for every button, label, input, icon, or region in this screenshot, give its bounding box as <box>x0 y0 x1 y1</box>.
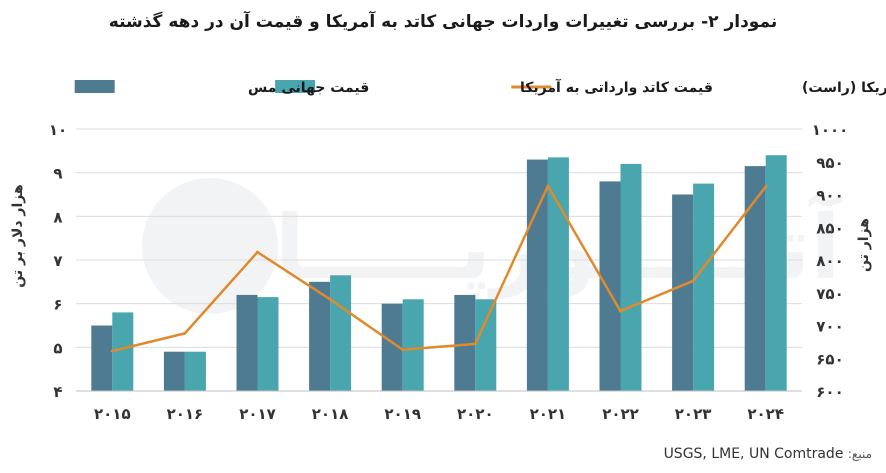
bar-1 <box>91 325 113 391</box>
y-right-tick-label: ۹۵۰ <box>816 154 843 172</box>
y-right-tick-label: ۶۵۰ <box>816 350 843 368</box>
x-tick-label: ۲۰۱۹ <box>384 405 421 423</box>
bar-1 <box>236 294 258 391</box>
watermark: آتــــــورپـــــادا <box>142 178 842 314</box>
bar-2 <box>547 157 569 391</box>
bar-2 <box>257 297 279 391</box>
bar-2 <box>475 299 497 391</box>
source-note: منبع: USGS, LME, UN Comtrade <box>664 446 872 462</box>
bar-2 <box>330 275 352 391</box>
y-right-tick-label: ۸۵۰ <box>816 219 843 237</box>
y-left-tick-label: ۶ <box>53 296 62 314</box>
import-volume-point <box>546 184 550 188</box>
y-left-axis-title: هزار دلار بر تن <box>10 184 26 287</box>
y-left-tick-label: ۵ <box>53 339 62 357</box>
chart-title: نمودار ۲- بررسی تغییرات واردات جهانی کات… <box>108 12 778 32</box>
legend-label-3: قیمت جهانی مس <box>248 80 369 96</box>
y-left-tick-label: ۷ <box>53 252 62 270</box>
legend: حجم واردات کاتد به آمریکا (راست) قیمت کات… <box>74 78 886 96</box>
bar-2 <box>402 299 424 391</box>
x-tick-label: ۲۰۱۸ <box>312 405 349 423</box>
y-left-tick-label: ۴ <box>53 383 62 401</box>
y-right-axis-title: هزار تن <box>856 218 872 272</box>
x-tick-label: ۲۰۲۲ <box>602 405 639 423</box>
bar-1 <box>599 181 621 391</box>
bar-1 <box>381 303 403 391</box>
x-tick-label: ۲۰۱۷ <box>239 405 276 423</box>
bar-1 <box>163 351 185 391</box>
import-volume-point <box>110 349 114 353</box>
bar-2 <box>112 312 134 391</box>
import-volume-line <box>112 184 767 353</box>
y-right-tick-label: ۷۰۰ <box>816 318 843 336</box>
import-volume-point <box>691 279 695 283</box>
y-right-tick-label: ۸۰۰ <box>816 252 843 270</box>
y-right-tick-label: ۶۰۰ <box>816 383 843 401</box>
legend-label-1: حجم واردات کاتد به آمریکا (راست) <box>802 78 886 96</box>
bar-2 <box>620 163 642 391</box>
import-volume-point <box>619 309 622 313</box>
import-volume-point <box>401 348 405 352</box>
x-tick-label: ۲۰۱۵ <box>94 405 131 423</box>
import-volume-point <box>256 250 259 254</box>
bar-1 <box>672 194 694 391</box>
legend-swatch-3 <box>74 80 115 93</box>
bar-1 <box>744 166 766 391</box>
y-right-tick-label: ۹۰۰ <box>816 187 843 205</box>
bar-2 <box>693 183 715 391</box>
bars <box>91 155 787 391</box>
bar-2 <box>765 155 787 391</box>
y-left-tick-label: ۹ <box>53 165 62 183</box>
y-left-tick-label: ۸ <box>53 208 62 226</box>
legend-swatch-2 <box>275 80 316 93</box>
x-tick-label: ۲۰۲۳ <box>675 405 712 423</box>
axes: ۴ ۵ ۶ ۷ ۸ ۹ ۱۰ ۶۰۰ ۶۵۰ ۷۰۰ ۷۵۰ ۸۰۰ ۸۵۰ ۹۰۰ ۹۵۰ ۱۰۰۰ هزار… <box>10 121 872 423</box>
x-tick-label: ۲۰۲۱ <box>530 405 567 423</box>
x-tick-label: ۲۰۲۰ <box>457 405 494 423</box>
y-right-tick-label: ۱۰۰۰ <box>812 121 849 139</box>
x-tick-label: ۲۰۲۴ <box>747 405 784 423</box>
x-tick-label: ۲۰۱۶ <box>167 405 204 423</box>
bar-1 <box>309 281 331 391</box>
y-left-tick-label: ۱۰ <box>49 121 67 139</box>
source-label: منبع: <box>847 447 872 461</box>
import-volume-point <box>183 331 187 335</box>
bar-2 <box>184 351 206 391</box>
import-volume-point <box>328 297 332 301</box>
y-right-tick-label: ۷۵۰ <box>816 285 843 303</box>
bar-1 <box>454 294 476 391</box>
legend-label-2: قیمت کاتد وارداتی به آمریکا <box>520 78 713 96</box>
line-series <box>110 184 768 353</box>
import-volume-point <box>764 185 768 189</box>
import-volume-point <box>473 342 477 346</box>
source-text: USGS, LME, UN Comtrade <box>663 446 844 462</box>
